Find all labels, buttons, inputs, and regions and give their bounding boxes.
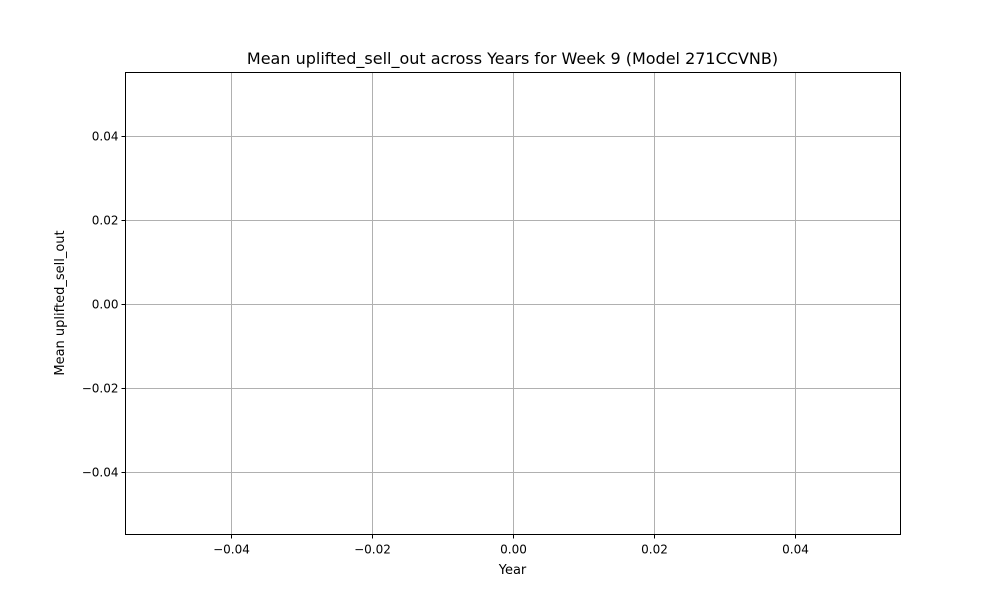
x-axis-ticks: −0.04 −0.02 0.00 0.02 0.04 (213, 534, 809, 557)
x-gridlines (231, 72, 796, 535)
y-gridlines (125, 136, 901, 473)
x-tick-label: 0.00 (500, 543, 527, 557)
y-tick-label: −0.04 (82, 466, 119, 480)
x-tick-label: −0.02 (354, 543, 391, 557)
x-axis-label: Year (498, 563, 527, 578)
x-tick-label: 0.02 (641, 543, 668, 557)
y-tick-label: 0.04 (92, 130, 119, 144)
y-tick-label: 0.00 (92, 298, 119, 312)
x-tick-label: −0.04 (213, 543, 250, 557)
chart-title: Mean uplifted_sell_out across Years for … (247, 49, 778, 69)
y-axis-label: Mean uplifted_sell_out (53, 230, 68, 375)
y-axis-ticks: 0.04 0.02 0.00 −0.02 −0.04 (82, 130, 126, 480)
y-tick-label: −0.02 (82, 382, 119, 396)
x-tick-label: 0.04 (782, 543, 809, 557)
y-tick-label: 0.02 (92, 214, 119, 228)
